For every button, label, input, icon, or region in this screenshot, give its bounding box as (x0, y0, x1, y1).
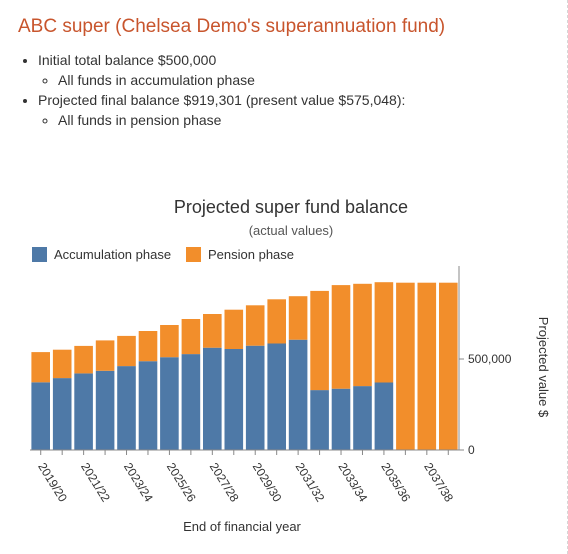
legend-label-pension[interactable]: Pension phase (208, 247, 294, 262)
chart-title: Projected super fund balance (174, 197, 408, 217)
page-title: ABC super (Chelsea Demo's superannuation… (18, 16, 446, 37)
bar-pension-2035-36[interactable] (374, 282, 394, 383)
bar-pension-2031-32[interactable] (288, 296, 308, 340)
y-tick-label: 0 (468, 443, 475, 457)
x-tick-label: 2023/24 (121, 460, 156, 504)
bar-accumulation-2028-29[interactable] (224, 349, 244, 450)
bar-group (30, 282, 459, 451)
bar-pension-2019-20[interactable] (31, 352, 50, 383)
bar-pension-2026-27[interactable] (181, 319, 201, 355)
summary-list: Initial total balance $500,000 All funds… (18, 50, 405, 130)
bar-pension-2028-29[interactable] (224, 309, 244, 349)
legend: Accumulation phase Pension phase (32, 247, 294, 262)
x-axis-ticks: 2019/20 2021/22 2023/24 2025/26 2027/28 2029/… (35, 450, 456, 505)
bar-pension-2034-35[interactable] (353, 283, 372, 387)
y-axis-ticks: 0 500,000 (458, 266, 512, 457)
bar-accumulation-2032-33[interactable] (310, 390, 329, 450)
bar-pension-2022-23[interactable] (95, 340, 115, 371)
bar-pension-2029-30[interactable] (245, 305, 265, 346)
y-tick-label: 500,000 (468, 352, 512, 366)
x-tick-label: 2029/30 (250, 460, 285, 504)
legend-swatch-pension (186, 247, 201, 262)
bar-pension-2020-21[interactable] (52, 349, 72, 379)
bar-pension-2021-22[interactable] (74, 345, 93, 374)
x-tick-label: 2037/38 (421, 460, 456, 504)
bar-pension-2037-38[interactable] (417, 282, 437, 450)
bar-accumulation-2019-20[interactable] (31, 382, 50, 450)
x-tick-label: 2031/32 (293, 460, 328, 504)
x-axis-label: End of financial year (183, 519, 301, 534)
bar-pension-2023-24[interactable] (117, 335, 136, 367)
list-subitem: All funds in pension phase (58, 110, 405, 130)
chart-subtitle: (actual values) (249, 223, 334, 238)
final-balance-text: Projected final balance $919,301 (presen… (38, 92, 406, 108)
bar-accumulation-2034-35[interactable] (353, 386, 372, 450)
x-tick-label: 2033/34 (335, 460, 370, 504)
list-item: Initial total balance $500,000 All funds… (38, 50, 405, 90)
x-tick-label: 2027/28 (207, 460, 242, 504)
final-phase-text: All funds in pension phase (58, 112, 222, 128)
list-subitem: All funds in accumulation phase (58, 70, 405, 90)
legend-swatch-accumulation (32, 247, 47, 262)
bar-accumulation-2027-28[interactable] (203, 347, 222, 450)
x-tick-label: 2021/22 (78, 460, 113, 504)
bar-pension-2027-28[interactable] (203, 314, 222, 348)
bar-pension-2025-26[interactable] (160, 325, 179, 358)
initial-phase-text: All funds in accumulation phase (58, 72, 255, 88)
bar-accumulation-2023-24[interactable] (117, 366, 136, 450)
list-item: Projected final balance $919,301 (presen… (38, 90, 405, 130)
bar-accumulation-2029-30[interactable] (245, 345, 265, 450)
bar-pension-2038-39[interactable] (439, 282, 458, 450)
bar-accumulation-2025-26[interactable] (160, 357, 179, 450)
initial-balance-text: Initial total balance $500,000 (38, 52, 217, 68)
legend-label-accumulation[interactable]: Accumulation phase (54, 247, 171, 262)
bar-accumulation-2031-32[interactable] (288, 339, 308, 450)
bar-accumulation-2021-22[interactable] (74, 373, 93, 450)
bar-accumulation-2020-21[interactable] (52, 378, 72, 450)
bar-accumulation-2026-27[interactable] (181, 354, 201, 450)
y-axis-label: Projected value $ (536, 317, 551, 418)
x-tick-label: 2035/36 (378, 460, 413, 504)
bar-accumulation-2033-34[interactable] (331, 388, 351, 450)
bar-accumulation-2022-23[interactable] (95, 370, 115, 450)
bar-pension-2033-34[interactable] (331, 285, 351, 389)
bar-pension-2036-37[interactable] (396, 282, 415, 450)
bar-pension-2024-25[interactable] (138, 331, 158, 362)
x-tick-label: 2025/26 (164, 460, 199, 504)
x-tick-label: 2019/20 (35, 460, 70, 504)
bar-accumulation-2030-31[interactable] (267, 343, 286, 451)
bar-pension-2032-33[interactable] (310, 290, 329, 391)
bar-accumulation-2035-36[interactable] (374, 382, 394, 451)
bar-accumulation-2024-25[interactable] (138, 361, 158, 450)
bar-pension-2030-31[interactable] (267, 299, 286, 344)
